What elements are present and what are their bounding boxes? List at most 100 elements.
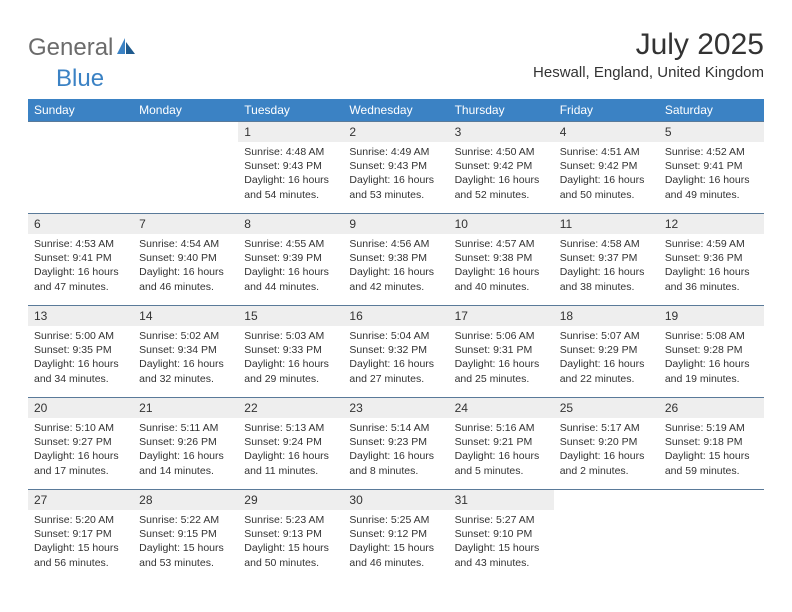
day-number-cell: 27 — [28, 490, 133, 511]
daylight-text-1: Daylight: 16 hours — [455, 265, 548, 279]
daylight-text-2: and 43 minutes. — [455, 556, 548, 570]
daylight-text-2: and 47 minutes. — [34, 280, 127, 294]
sunrise-text: Sunrise: 4:57 AM — [455, 237, 548, 251]
day-data-row: Sunrise: 5:20 AMSunset: 9:17 PMDaylight:… — [28, 510, 764, 581]
day-data-cell: Sunrise: 5:04 AMSunset: 9:32 PMDaylight:… — [343, 326, 448, 398]
daylight-text-2: and 19 minutes. — [665, 372, 758, 386]
daylight-text-1: Daylight: 15 hours — [349, 541, 442, 555]
daylight-text-1: Daylight: 16 hours — [560, 173, 653, 187]
sunrise-text: Sunrise: 5:13 AM — [244, 421, 337, 435]
day-data-row: Sunrise: 5:10 AMSunset: 9:27 PMDaylight:… — [28, 418, 764, 490]
sunset-text: Sunset: 9:31 PM — [455, 343, 548, 357]
day-number-row: 20212223242526 — [28, 398, 764, 419]
daylight-text-1: Daylight: 16 hours — [455, 449, 548, 463]
day-number-row: 2728293031 — [28, 490, 764, 511]
day-data-cell: Sunrise: 5:25 AMSunset: 9:12 PMDaylight:… — [343, 510, 448, 581]
daylight-text-1: Daylight: 16 hours — [34, 449, 127, 463]
daylight-text-1: Daylight: 15 hours — [244, 541, 337, 555]
daylight-text-1: Daylight: 15 hours — [34, 541, 127, 555]
sunrise-text: Sunrise: 5:06 AM — [455, 329, 548, 343]
daylight-text-2: and 49 minutes. — [665, 188, 758, 202]
sunrise-text: Sunrise: 5:17 AM — [560, 421, 653, 435]
daylight-text-1: Daylight: 16 hours — [665, 357, 758, 371]
sunrise-text: Sunrise: 4:49 AM — [349, 145, 442, 159]
day-number-cell: 2 — [343, 122, 448, 143]
weekday-header: Tuesday — [238, 99, 343, 122]
day-data-cell: Sunrise: 5:17 AMSunset: 9:20 PMDaylight:… — [554, 418, 659, 490]
daylight-text-1: Daylight: 16 hours — [349, 357, 442, 371]
sunset-text: Sunset: 9:29 PM — [560, 343, 653, 357]
day-data-cell: Sunrise: 4:50 AMSunset: 9:42 PMDaylight:… — [449, 142, 554, 214]
sunrise-text: Sunrise: 5:11 AM — [139, 421, 232, 435]
day-data-cell: Sunrise: 4:53 AMSunset: 9:41 PMDaylight:… — [28, 234, 133, 306]
sunrise-text: Sunrise: 5:25 AM — [349, 513, 442, 527]
day-number-cell: 28 — [133, 490, 238, 511]
day-data-row: Sunrise: 5:00 AMSunset: 9:35 PM Daylight:… — [28, 326, 764, 398]
sunset-text: Sunset: 9:43 PM — [349, 159, 442, 173]
daylight-text-1: Daylight: 16 hours — [139, 265, 232, 279]
daylight-text-1: Daylight: 15 hours — [665, 449, 758, 463]
daylight-text-2: and 11 minutes. — [244, 464, 337, 478]
sunset-text: Sunset: 9:23 PM — [349, 435, 442, 449]
daylight-text-2: and 34 minutes. — [34, 372, 127, 386]
day-data-cell — [659, 510, 764, 581]
sunset-text: Sunset: 9:35 PM — [34, 343, 127, 357]
daylight-text-2: and 54 minutes. — [244, 188, 337, 202]
day-data-cell: Sunrise: 5:22 AMSunset: 9:15 PMDaylight:… — [133, 510, 238, 581]
day-number-cell: 1 — [238, 122, 343, 143]
sunrise-text: Sunrise: 5:16 AM — [455, 421, 548, 435]
day-number-cell: 13 — [28, 306, 133, 327]
day-number-cell — [28, 122, 133, 143]
day-data-cell: Sunrise: 4:59 AMSunset: 9:36 PMDaylight:… — [659, 234, 764, 306]
day-number-cell: 8 — [238, 214, 343, 235]
daylight-text-1: Daylight: 16 hours — [139, 357, 232, 371]
day-data-cell: Sunrise: 4:56 AMSunset: 9:38 PMDaylight:… — [343, 234, 448, 306]
weekday-header-row: Sunday Monday Tuesday Wednesday Thursday… — [28, 99, 764, 122]
day-data-cell: Sunrise: 4:58 AMSunset: 9:37 PMDaylight:… — [554, 234, 659, 306]
sunset-text: Sunset: 9:33 PM — [244, 343, 337, 357]
sunrise-text: Sunrise: 5:02 AM — [139, 329, 232, 343]
day-data-cell: Sunrise: 5:16 AMSunset: 9:21 PMDaylight:… — [449, 418, 554, 490]
day-data-row: Sunrise: 4:48 AM Sunset: 9:43 PM Daylight:… — [28, 142, 764, 214]
day-number-cell: 19 — [659, 306, 764, 327]
daylight-text-2: and 42 minutes. — [349, 280, 442, 294]
day-number-cell: 14 — [133, 306, 238, 327]
sunrise-text: Sunrise: 5:04 AM — [349, 329, 442, 343]
sunrise-text: Sunrise: 5:27 AM — [455, 513, 548, 527]
daylight-text-1: Daylight: 16 hours — [665, 265, 758, 279]
logo-word2: Blue — [56, 65, 104, 92]
sunrise-text: Sunrise: 4:52 AM — [665, 145, 758, 159]
logo-sail-icon — [115, 36, 137, 61]
weekday-header: Friday — [554, 99, 659, 122]
sunset-text: Sunset: 9:36 PM — [665, 251, 758, 265]
daylight-text-1: Daylight: 16 hours — [244, 357, 337, 371]
daylight-text-1: Daylight: 16 hours — [244, 449, 337, 463]
day-number-cell — [659, 490, 764, 511]
sunrise-text: Sunrise: 5:10 AM — [34, 421, 127, 435]
sunset-text: Sunset: 9:39 PM — [244, 251, 337, 265]
sunset-text: Sunset: 9:18 PM — [665, 435, 758, 449]
daylight-text-1: Daylight: 16 hours — [560, 449, 653, 463]
sunrise-text: Sunrise: 4:48 AM — [244, 145, 337, 159]
sunset-text: Sunset: 9:42 PM — [455, 159, 548, 173]
sunset-text: Sunset: 9:10 PM — [455, 527, 548, 541]
sunset-text: Sunset: 9:24 PM — [244, 435, 337, 449]
sunset-text: Sunset: 9:41 PM — [665, 159, 758, 173]
sunrise-text: Sunrise: 5:00 AM — [34, 329, 127, 343]
day-number-cell: 10 — [449, 214, 554, 235]
sunrise-text: Sunrise: 5:20 AM — [34, 513, 127, 527]
day-data-cell — [28, 142, 133, 214]
day-number-cell: 5 — [659, 122, 764, 143]
day-number-cell: 24 — [449, 398, 554, 419]
sunrise-text: Sunrise: 5:03 AM — [244, 329, 337, 343]
day-data-cell: Sunrise: 5:23 AMSunset: 9:13 PMDaylight:… — [238, 510, 343, 581]
weekday-header: Wednesday — [343, 99, 448, 122]
sunset-text: Sunset: 9:17 PM — [34, 527, 127, 541]
day-number-cell: 17 — [449, 306, 554, 327]
day-data-cell — [554, 510, 659, 581]
sunrise-text: Sunrise: 4:51 AM — [560, 145, 653, 159]
day-data-cell: Sunrise: 5:19 AMSunset: 9:18 PMDaylight:… — [659, 418, 764, 490]
daylight-text-2: and 2 minutes. — [560, 464, 653, 478]
day-number-cell: 9 — [343, 214, 448, 235]
day-number-cell — [554, 490, 659, 511]
